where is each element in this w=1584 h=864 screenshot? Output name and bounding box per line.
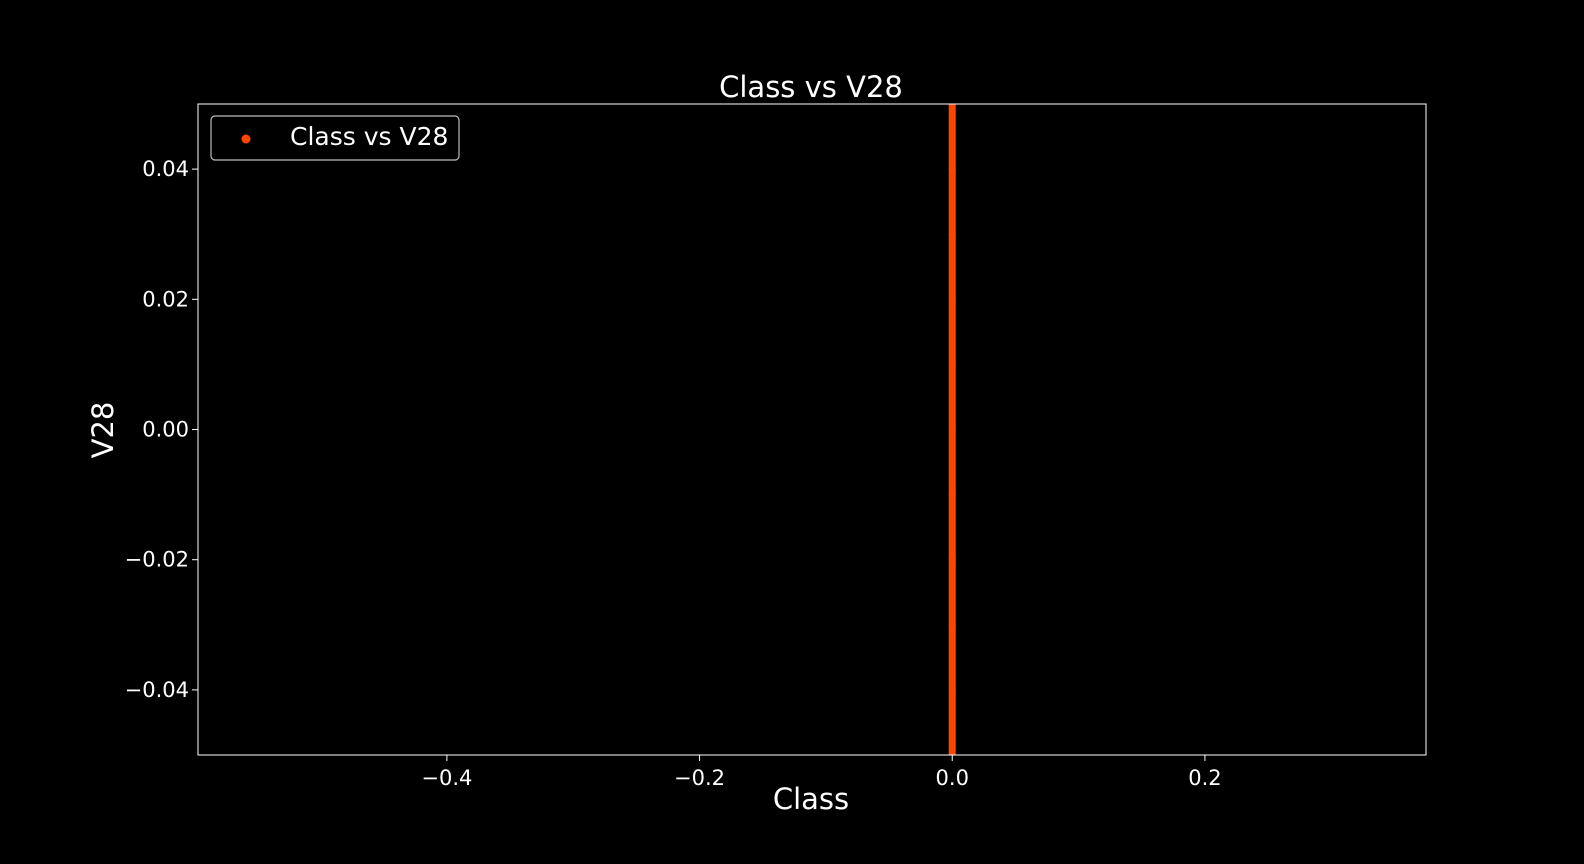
x-tick-label: 0.0 [936, 766, 969, 790]
x-tick-label: 0.2 [1188, 766, 1221, 790]
legend-marker [241, 134, 251, 144]
x-tick-label: −0.4 [421, 766, 472, 790]
chart-title: Class vs V28 [719, 70, 903, 104]
data-point [948, 426, 956, 433]
data-point [948, 165, 956, 173]
y-tick-label: −0.02 [125, 548, 189, 572]
data-point [948, 230, 956, 238]
legend: Class vs V28 [210, 115, 460, 161]
legend-label: Class vs V28 [290, 122, 448, 151]
x-tick-label: −0.2 [674, 766, 725, 790]
data-point [948, 751, 956, 755]
data-point [948, 621, 956, 629]
y-axis-label: V28 [86, 402, 120, 459]
legend-box [210, 115, 460, 161]
y-tick-label: −0.04 [125, 678, 189, 702]
plot-area [197, 103, 1427, 756]
y-tick-label: 0.02 [142, 287, 189, 311]
data-point [948, 686, 956, 694]
data-point [948, 360, 956, 368]
x-axis-label: Class [773, 782, 849, 816]
x-axis-ticks: −0.4 −0.2 0.0 0.2 [421, 755, 1222, 790]
data-point [948, 295, 956, 303]
y-tick-label: 0.04 [142, 157, 189, 181]
data-point [948, 556, 956, 564]
y-axis-ticks: 0.04 0.02 0.00 −0.02 −0.04 [125, 157, 198, 702]
scatter-series [948, 104, 956, 755]
y-tick-label: 0.00 [142, 418, 189, 442]
data-point [948, 104, 956, 108]
data-point [948, 491, 956, 499]
